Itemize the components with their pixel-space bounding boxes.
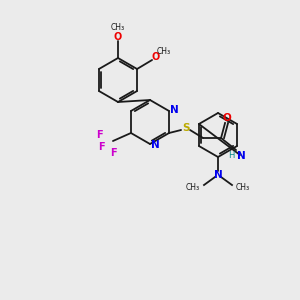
- Text: F: F: [96, 130, 102, 140]
- Text: S: S: [182, 123, 190, 133]
- Text: F: F: [110, 148, 116, 158]
- Text: N: N: [237, 151, 246, 161]
- Text: H: H: [228, 151, 234, 160]
- Text: O: O: [152, 52, 160, 62]
- Text: F: F: [98, 142, 104, 152]
- Text: CH₃: CH₃: [186, 182, 200, 191]
- Text: O: O: [223, 113, 231, 123]
- Text: CH₃: CH₃: [236, 182, 250, 191]
- Text: CH₃: CH₃: [157, 47, 171, 56]
- Text: CH₃: CH₃: [111, 23, 125, 32]
- Text: N: N: [170, 105, 178, 115]
- Text: N: N: [214, 170, 222, 180]
- Text: N: N: [151, 140, 159, 150]
- Text: O: O: [114, 32, 122, 42]
